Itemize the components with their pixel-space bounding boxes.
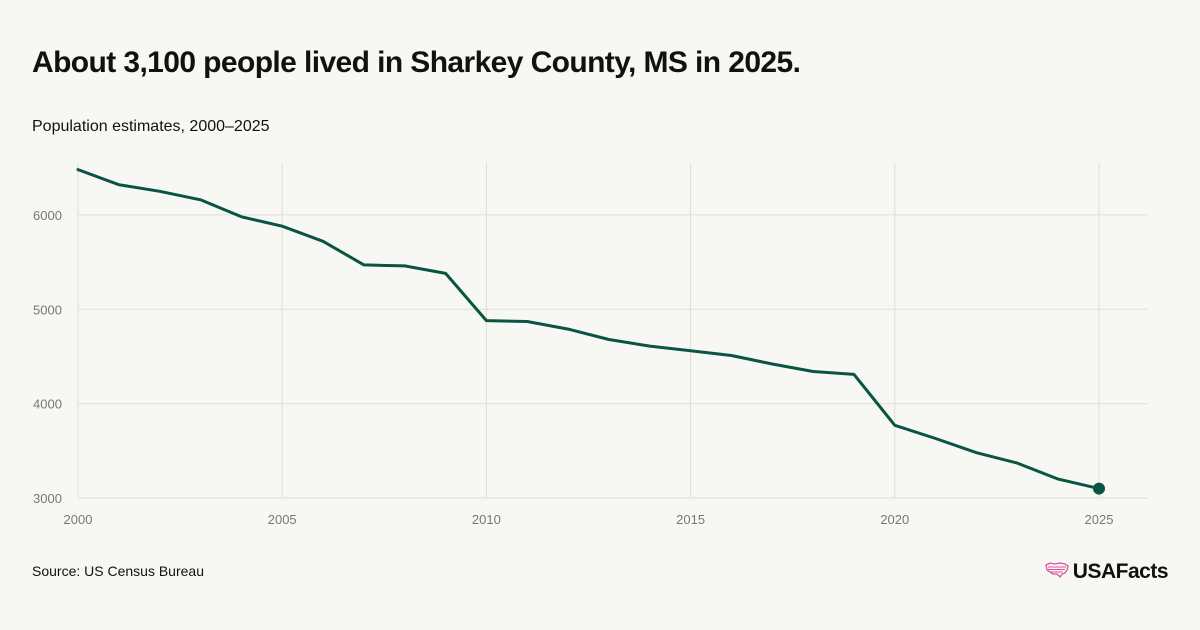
x-tick-label: 2005 [268, 512, 297, 527]
data-point[interactable] [523, 318, 531, 326]
tick-labels: 3000 4000 5000 6000 2000 2005 2010 2015 2020 2025 [33, 208, 1113, 527]
data-point[interactable] [278, 222, 286, 230]
data-point[interactable] [687, 347, 695, 355]
chart-subtitle: Population estimates, 2000–2025 [32, 118, 270, 135]
x-tick-label: 2015 [676, 512, 705, 527]
data-point[interactable] [768, 360, 776, 368]
brand-logo[interactable]: USAFacts [1045, 560, 1169, 584]
series-layer [74, 166, 1105, 495]
data-point[interactable] [74, 166, 82, 174]
x-tick-label: 2000 [64, 512, 93, 527]
y-tick-label: 6000 [33, 208, 62, 223]
data-point[interactable] [1054, 475, 1062, 483]
data-point[interactable] [891, 421, 899, 429]
chart-title: About 3,100 people lived in Sharkey Coun… [32, 46, 801, 79]
x-tick-label: 2025 [1085, 512, 1114, 527]
data-point[interactable] [401, 262, 409, 270]
data-point[interactable] [442, 269, 450, 277]
data-point[interactable] [932, 435, 940, 443]
data-point[interactable] [727, 352, 735, 360]
data-point[interactable] [237, 213, 245, 221]
us-map-flag-icon [1045, 561, 1069, 584]
x-tick-label: 2010 [472, 512, 501, 527]
data-point[interactable] [1013, 459, 1021, 467]
source-note: Source: US Census Bureau [32, 563, 204, 579]
y-tick-label: 5000 [33, 302, 62, 317]
data-point[interactable] [156, 187, 164, 195]
data-point[interactable] [564, 325, 572, 333]
data-point[interactable] [850, 370, 858, 378]
grid-lines [77, 163, 1148, 499]
data-point[interactable] [972, 449, 980, 457]
data-point[interactable] [482, 317, 490, 325]
y-tick-label: 3000 [33, 491, 62, 506]
brand-name: USAFacts [1072, 560, 1169, 583]
data-point[interactable] [605, 335, 613, 343]
data-point[interactable] [646, 342, 654, 350]
data-point[interactable] [197, 196, 205, 204]
data-point[interactable] [360, 261, 368, 269]
x-tick-label: 2020 [880, 512, 909, 527]
population-series-line [76, 168, 1101, 491]
data-point[interactable] [115, 181, 123, 189]
data-point[interactable] [319, 237, 327, 245]
data-point[interactable] [809, 368, 817, 376]
y-tick-label: 4000 [33, 397, 62, 412]
end-point-marker[interactable] [1092, 482, 1105, 495]
